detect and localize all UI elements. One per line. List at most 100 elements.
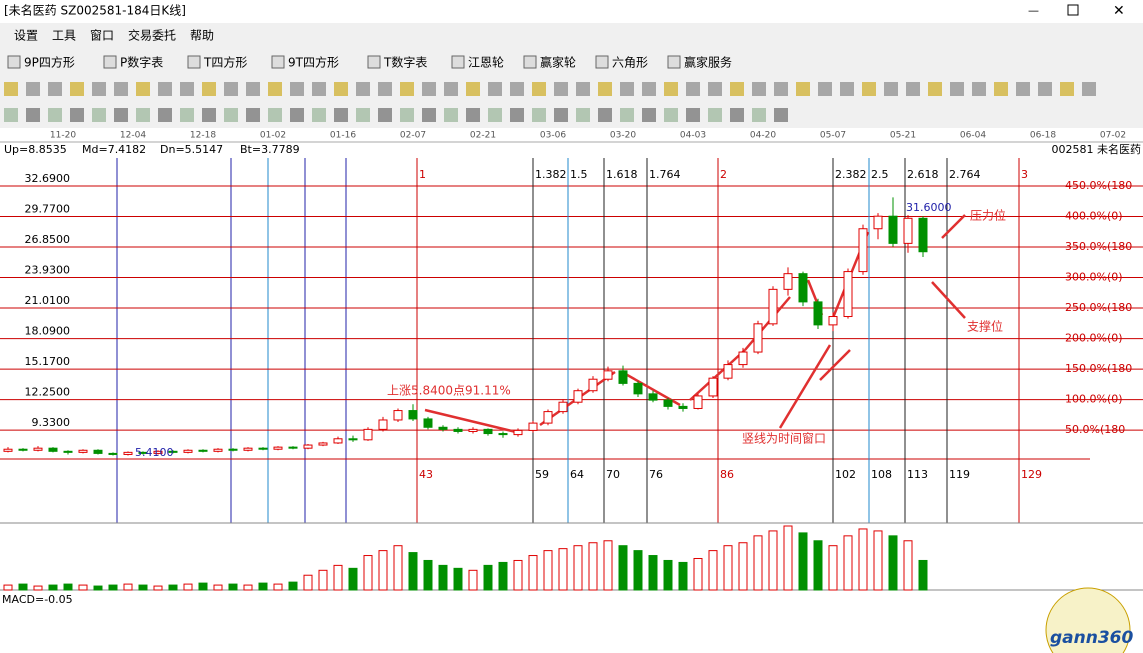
- date-label: 03-20: [610, 131, 636, 141]
- tool-icon: [271, 55, 285, 69]
- bar-count: 59: [535, 468, 549, 481]
- icon: [26, 82, 40, 96]
- minimize[interactable]: —: [1028, 4, 1039, 17]
- icon: [312, 108, 326, 122]
- icon: [334, 108, 348, 122]
- candle-body: [918, 217, 928, 253]
- annotation: MACD=-0.05: [2, 593, 73, 606]
- menu-item[interactable]: 帮助: [190, 29, 214, 43]
- icon: [444, 82, 458, 96]
- candle-body: [543, 411, 553, 424]
- candle-body: [228, 448, 238, 451]
- candle-body: [648, 393, 658, 401]
- icon: [994, 82, 1008, 96]
- icon: [466, 82, 480, 96]
- candle-body: [348, 438, 358, 441]
- icon: [4, 82, 18, 96]
- close[interactable]: ✕: [1113, 3, 1125, 19]
- icon: [598, 82, 612, 96]
- y-tick-label: 12.2500: [25, 386, 71, 399]
- menu-item[interactable]: 工具: [52, 29, 76, 43]
- icon: [818, 82, 832, 96]
- tool-button[interactable]: 赢家轮: [540, 55, 576, 70]
- icon: [400, 82, 414, 96]
- candle-body: [843, 271, 853, 318]
- candle-body: [873, 215, 883, 230]
- icon: [620, 82, 634, 96]
- bar-count: 86: [720, 468, 734, 481]
- y-tick-label: 29.7700: [25, 203, 71, 216]
- candle-body: [708, 377, 718, 397]
- indicator-value: Md=7.4182: [82, 143, 146, 156]
- volume-bar: [663, 559, 673, 591]
- volume-bar: [408, 552, 418, 591]
- maximize[interactable]: [1067, 4, 1079, 16]
- volume-bar: [33, 585, 43, 591]
- candle-body: [243, 447, 253, 451]
- y-tick-label: 9.3300: [32, 416, 71, 429]
- candle-body: [468, 428, 478, 432]
- icon: [752, 82, 766, 96]
- candle-body: [798, 273, 808, 303]
- date-label: 06-04: [960, 131, 986, 141]
- tool-button[interactable]: T四方形: [203, 55, 247, 70]
- volume-bar: [873, 530, 883, 591]
- tool-button[interactable]: P数字表: [120, 55, 163, 70]
- volume-bar: [153, 585, 163, 591]
- volume-bar: [528, 555, 538, 591]
- candle-body: [258, 447, 268, 450]
- volume-bar: [48, 584, 58, 591]
- icon: [422, 82, 436, 96]
- candle-body: [333, 438, 343, 444]
- percent-label: 250.0%(180: [1065, 301, 1132, 314]
- menu-item[interactable]: 设置: [14, 29, 38, 43]
- icon: [114, 108, 128, 122]
- percent-label: 50.0%(180: [1065, 423, 1125, 436]
- candle-body: [303, 444, 313, 449]
- icon: [290, 108, 304, 122]
- date-axis: [0, 128, 1143, 142]
- volume-bar: [468, 569, 478, 591]
- annotation: 31.6000: [906, 201, 952, 214]
- indicator-value: Up=8.8535: [4, 143, 67, 156]
- volume-bar: [768, 530, 778, 591]
- volume-bar: [18, 583, 28, 591]
- candle-body: [858, 228, 868, 273]
- volume-bar: [213, 584, 223, 591]
- icon: [378, 108, 392, 122]
- tool-button[interactable]: T数字表: [383, 55, 427, 70]
- icon: [70, 108, 84, 122]
- icon: [730, 108, 744, 122]
- candle-body: [558, 401, 568, 413]
- menu-item[interactable]: 交易委托: [128, 28, 176, 43]
- candle-body: [108, 452, 118, 455]
- stock-name: 002581 未名医药: [1052, 142, 1142, 156]
- logo-wheel: [1045, 587, 1131, 653]
- candle-body: [738, 351, 748, 366]
- tool-button[interactable]: 六角形: [612, 56, 648, 70]
- candle-body: [618, 370, 628, 384]
- icon: [400, 108, 414, 122]
- candle-body: [318, 442, 328, 446]
- volume-bar: [918, 559, 928, 591]
- tool-button[interactable]: 9P四方形: [24, 55, 75, 70]
- menu-item[interactable]: 窗口: [90, 29, 114, 43]
- tool-button[interactable]: 9T四方形: [288, 55, 339, 70]
- tool-button[interactable]: 赢家服务: [684, 55, 732, 70]
- icon: [906, 82, 920, 96]
- volume-bar: [318, 569, 328, 591]
- percent-label: 450.0%(180: [1065, 179, 1132, 192]
- candle-body: [408, 410, 418, 420]
- icon: [92, 82, 106, 96]
- tool-icon: [451, 55, 465, 69]
- tool-button[interactable]: 江恩轮: [468, 56, 504, 70]
- icon: [70, 82, 84, 96]
- icon: [686, 108, 700, 122]
- candle-body: [828, 316, 838, 326]
- icon: [224, 108, 238, 122]
- fib-label: 2: [720, 168, 727, 181]
- volume-bar: [543, 550, 553, 591]
- icon: [334, 82, 348, 96]
- tool-icon: [667, 55, 681, 69]
- candle-body: [198, 449, 208, 452]
